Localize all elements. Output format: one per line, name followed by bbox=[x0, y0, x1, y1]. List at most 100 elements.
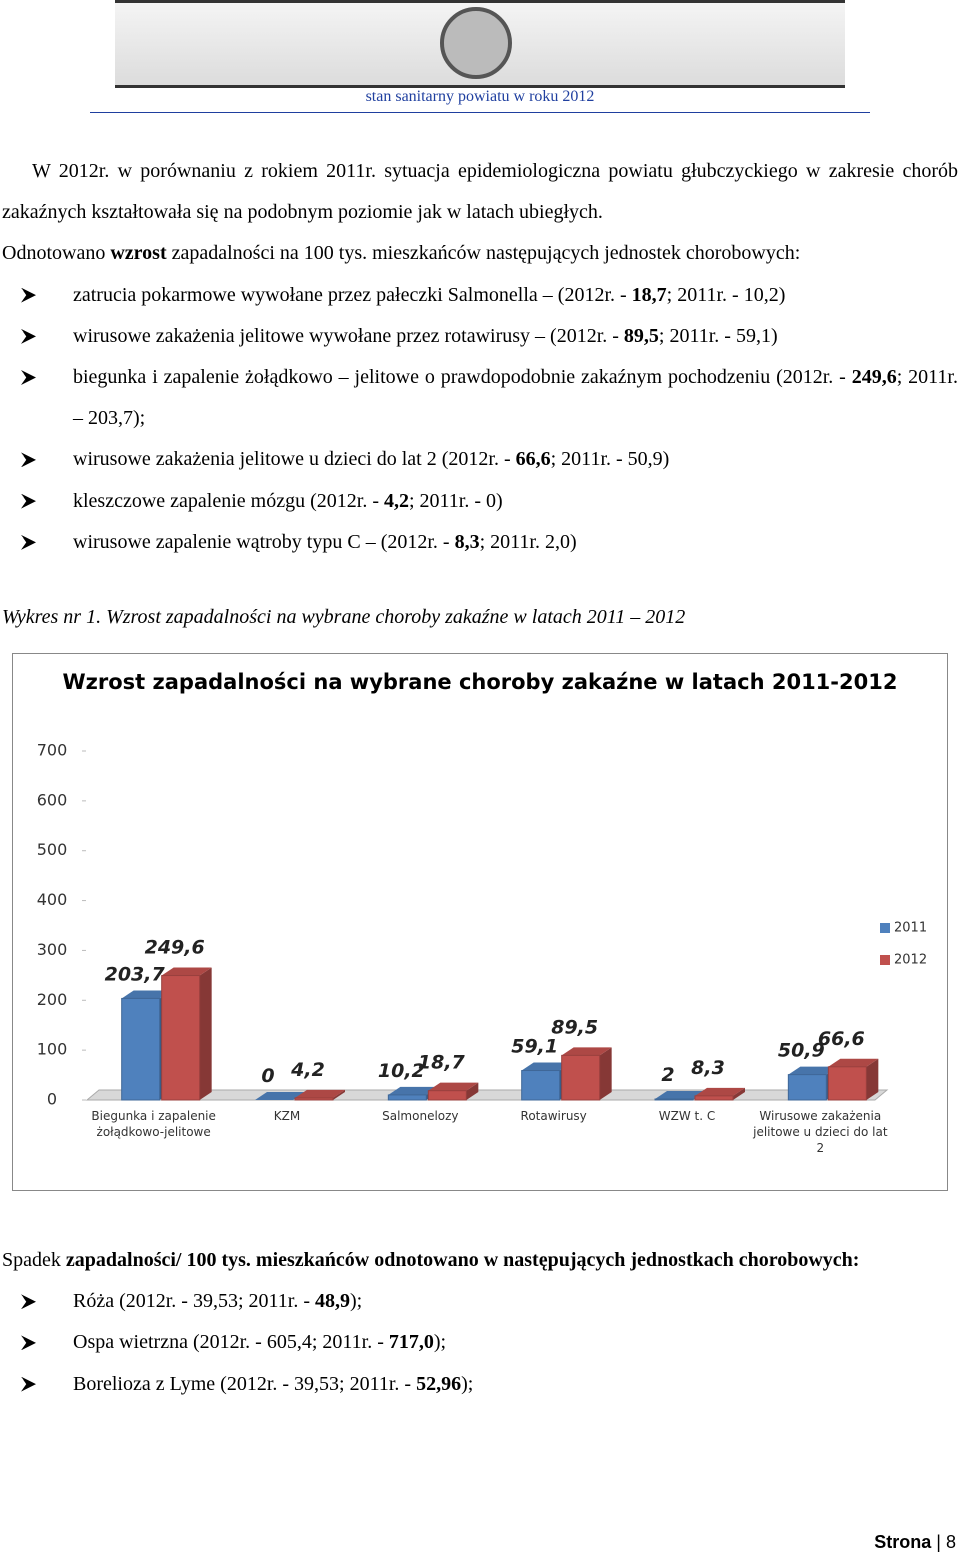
paragraph: W 2012r. w porównaniu z rokiem 2011r. sy… bbox=[2, 160, 958, 224]
bar bbox=[521, 1070, 561, 1101]
text: wirusowe zakażenia jelitowe wywołane prz… bbox=[73, 324, 624, 347]
bar-top bbox=[521, 1062, 572, 1071]
x-tick-label: Wirusowe zakażenia jelitowe u dzieci do … bbox=[753, 1109, 888, 1155]
bar bbox=[654, 1098, 694, 1101]
y-tick-label: 0 bbox=[47, 1090, 57, 1109]
value-label: 89,5 bbox=[551, 1016, 598, 1038]
bar bbox=[294, 1097, 334, 1101]
value-label: 8,3 bbox=[691, 1057, 725, 1079]
footer-separator: | bbox=[936, 1532, 941, 1552]
bar-top bbox=[295, 1089, 345, 1098]
x-tick-label-box: WZW t. C bbox=[658, 1109, 716, 1123]
x-tick-label: Biegunka i zapalenie żołądkowo-jelitowe bbox=[91, 1109, 216, 1139]
header-rule bbox=[90, 112, 870, 113]
y-tick-label: 700 bbox=[37, 741, 68, 760]
value-label: 18,7 bbox=[418, 1052, 466, 1074]
legend-swatch bbox=[880, 923, 890, 933]
bold-text: 48,9 bbox=[315, 1290, 351, 1313]
bold-text: 66,6 bbox=[515, 448, 551, 471]
bar-top bbox=[161, 967, 212, 976]
y-tick-label: 600 bbox=[37, 790, 68, 809]
bar bbox=[161, 975, 201, 1101]
bold-text: 8,3 bbox=[454, 530, 480, 553]
x-tick-label: KZM bbox=[273, 1109, 301, 1123]
value-label: 10,2 bbox=[378, 1060, 425, 1082]
bold-text: 4,2 bbox=[383, 489, 409, 512]
text: ; 2011r. – 203,7); bbox=[73, 366, 958, 430]
value-label: 66,6 bbox=[818, 1028, 865, 1050]
bar-top bbox=[561, 1047, 612, 1056]
text: kleszczowe zapalenie mózgu (2012r. - bbox=[73, 489, 384, 512]
text: Spadek bbox=[2, 1249, 61, 1271]
y-tick-label: 300 bbox=[37, 940, 68, 959]
bar-top bbox=[255, 1092, 305, 1100]
bold-text: 52,96 bbox=[416, 1372, 462, 1395]
bar-side bbox=[333, 1089, 345, 1100]
value-label: 203,7 bbox=[105, 963, 166, 985]
header-title: stan sanitarny powiatu w roku 2012 bbox=[365, 88, 595, 105]
bullet-item: kleszczowe zapalenie mózgu (2012r. - 4,2… bbox=[2, 481, 958, 522]
x-tick-label: WZW t. C bbox=[658, 1109, 716, 1123]
bar-top bbox=[655, 1091, 705, 1100]
text: ; 2011r. - 10,2) bbox=[666, 283, 786, 306]
x-tick-label-box: Wirusowe zakażenia jelitowe u dzieci do … bbox=[753, 1109, 888, 1155]
bold-text: 249,6 bbox=[851, 366, 897, 389]
footer-label: Strona bbox=[874, 1532, 932, 1552]
bar bbox=[427, 1090, 467, 1101]
footer: Strona | 8 bbox=[874, 1532, 956, 1553]
bold-text: zapadalności/ 100 tys. mieszkańców odnot… bbox=[60, 1249, 860, 1271]
y-tick-label: 100 bbox=[37, 1040, 68, 1059]
bar-side bbox=[466, 1082, 479, 1100]
text: ; 2011r. - 50,9) bbox=[550, 448, 670, 471]
value-label: 0 bbox=[261, 1065, 274, 1087]
value-label: 50,9 bbox=[778, 1040, 825, 1062]
x-tick-label-box: Biegunka i zapalenie żołądkowo-jelitowe bbox=[91, 1109, 216, 1139]
text: Ospa wietrzna (2012r. - 605,4; 2011r. - bbox=[73, 1331, 389, 1354]
text: ; 2011r. - 59,1) bbox=[658, 324, 778, 347]
bold-text: 18,7 bbox=[631, 283, 667, 306]
legend-label: 2012 bbox=[894, 953, 927, 968]
bold-text: 717,0 bbox=[388, 1331, 434, 1354]
page-number: 8 bbox=[945, 1532, 956, 1552]
x-tick-label-box: Rotawirusy bbox=[520, 1109, 587, 1123]
decrease: Spadek zapadalności/ 100 tys. mieszkańcó… bbox=[2, 1240, 958, 1405]
value-label: 2 bbox=[661, 1064, 674, 1086]
bar bbox=[694, 1095, 734, 1101]
bar bbox=[387, 1094, 427, 1101]
bullet-item: wirusowe zakażenia jelitowe wywołane prz… bbox=[2, 316, 958, 357]
bar-side bbox=[733, 1087, 745, 1100]
text: zatrucia pokarmowe wywołane przez pałecz… bbox=[73, 283, 632, 306]
x-tick-label: Salmonelozy bbox=[382, 1109, 459, 1123]
paragraph: Spadek zapadalności/ 100 tys. mieszkańcó… bbox=[2, 1240, 958, 1281]
text: ; 2011r. 2,0) bbox=[479, 530, 577, 553]
paragraph: Odnotowano wzrost zapadalności na 100 ty… bbox=[2, 233, 958, 274]
text: ); bbox=[461, 1372, 474, 1395]
bar-top bbox=[428, 1082, 479, 1091]
text: Borelioza z Lyme (2012r. - 39,53; 2011r.… bbox=[73, 1372, 417, 1395]
bullet-item: wirusowe zapalenie wątroby typu C – (201… bbox=[2, 522, 958, 563]
bullet-item: Borelioza z Lyme (2012r. - 39,53; 2011r.… bbox=[2, 1364, 958, 1405]
bar-side bbox=[866, 1058, 879, 1100]
bar-top bbox=[121, 990, 172, 999]
value-label: 59,1 bbox=[511, 1036, 558, 1058]
bullet-item: wirusowe zakażenia jelitowe u dzieci do … bbox=[2, 439, 958, 480]
x-tick-label-box: KZM bbox=[273, 1109, 301, 1123]
value-label: 4,2 bbox=[290, 1059, 325, 1081]
bullet-item: Ospa wietrzna (2012r. - 605,4; 2011r. - … bbox=[2, 1322, 958, 1363]
bar-top bbox=[788, 1066, 839, 1075]
legend-swatch bbox=[880, 955, 890, 965]
text: wirusowe zakażenia jelitowe u dzieci do … bbox=[73, 448, 516, 471]
bold-text: wzrost bbox=[110, 242, 167, 265]
x-tick-label: Rotawirusy bbox=[520, 1109, 587, 1123]
chart: Wzrost zapadalności na wybrane choroby z… bbox=[12, 653, 948, 1191]
chart-frame bbox=[12, 653, 948, 1191]
x-tick-label-box: Salmonelozy bbox=[382, 1109, 459, 1123]
y-tick-label: 500 bbox=[37, 840, 68, 859]
legend-label: 2011 bbox=[894, 921, 927, 936]
chart-title: Wzrost zapadalności na wybrane choroby z… bbox=[63, 670, 898, 694]
bar-top bbox=[695, 1087, 745, 1096]
bar-side bbox=[199, 967, 212, 1100]
chart-caption: Wykres nr 1. Wzrost zapadalności na wybr… bbox=[2, 606, 686, 628]
y-tick-label: 200 bbox=[37, 990, 68, 1009]
